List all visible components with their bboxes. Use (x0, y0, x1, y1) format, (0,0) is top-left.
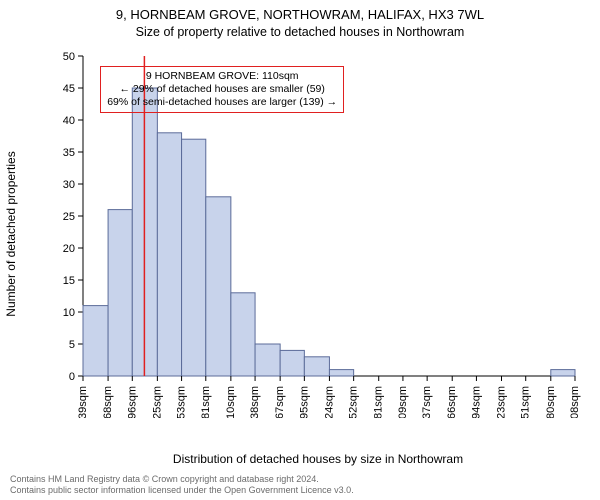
x-axis-label: Distribution of detached houses by size … (55, 452, 581, 466)
y-tick-label: 0 (69, 371, 75, 383)
histogram-bar (231, 293, 255, 376)
x-tick-label: 125sqm (151, 386, 163, 418)
x-tick-label: 608sqm (569, 386, 581, 418)
y-tick-label: 45 (63, 83, 75, 95)
x-tick-label: 437sqm (421, 386, 433, 418)
x-tick-label: 68sqm (102, 386, 114, 418)
y-tick-label: 30 (63, 179, 75, 191)
chart-title-line2: Size of property relative to detached ho… (0, 24, 600, 41)
annotation-line: ← 29% of detached houses are smaller (59… (107, 83, 337, 96)
y-tick-label: 40 (63, 115, 75, 127)
x-tick-label: 267sqm (274, 386, 286, 418)
histogram-bar (255, 344, 280, 376)
y-tick-label: 35 (63, 147, 75, 159)
x-tick-label: 466sqm (446, 386, 458, 418)
x-tick-label: 551sqm (520, 386, 532, 418)
x-tick-label: 409sqm (397, 386, 409, 418)
y-axis-label: Number of detached properties (4, 151, 18, 316)
x-tick-label: 295sqm (298, 386, 310, 418)
x-tick-label: 523sqm (496, 386, 508, 418)
x-tick-label: 352sqm (348, 386, 360, 418)
x-tick-label: 39sqm (77, 386, 89, 418)
annotation-line: 69% of semi-detached houses are larger (… (107, 96, 337, 109)
x-tick-label: 181sqm (200, 386, 212, 418)
histogram-bar (182, 139, 206, 376)
x-tick-label: 238sqm (249, 386, 261, 418)
y-tick-label: 10 (63, 307, 75, 319)
footer-attribution: Contains HM Land Registry data © Crown c… (10, 474, 590, 496)
footer-line1: Contains HM Land Registry data © Crown c… (10, 474, 590, 485)
y-tick-label: 20 (63, 243, 75, 255)
x-tick-label: 210sqm (225, 386, 237, 418)
x-tick-label: 580sqm (545, 386, 557, 418)
y-tick-label: 50 (63, 51, 75, 63)
y-tick-label: 15 (63, 275, 75, 287)
histogram-bar (551, 370, 575, 376)
annotation-box: 9 HORNBEAM GROVE: 110sqm← 29% of detache… (100, 66, 344, 113)
histogram-bar (108, 210, 132, 376)
histogram-bar (304, 357, 329, 376)
histogram-bar (83, 306, 108, 376)
x-tick-label: 153sqm (176, 386, 188, 418)
histogram-bar (280, 350, 304, 376)
footer-line2: Contains public sector information licen… (10, 485, 590, 496)
histogram-bar (329, 370, 353, 376)
histogram-bar (157, 133, 181, 376)
y-tick-label: 5 (69, 339, 75, 351)
histogram-bar (206, 197, 231, 376)
chart-title-block: 9, HORNBEAM GROVE, NORTHOWRAM, HALIFAX, … (0, 6, 600, 40)
y-axis-label-wrap: Number of detached properties (2, 50, 20, 418)
x-tick-label: 381sqm (373, 386, 385, 418)
y-tick-label: 25 (63, 211, 75, 223)
x-tick-label: 96sqm (126, 386, 138, 418)
x-tick-label: 324sqm (323, 386, 335, 418)
x-tick-label: 494sqm (470, 386, 482, 418)
annotation-line: 9 HORNBEAM GROVE: 110sqm (107, 70, 337, 83)
chart-title-line1: 9, HORNBEAM GROVE, NORTHOWRAM, HALIFAX, … (0, 6, 600, 24)
